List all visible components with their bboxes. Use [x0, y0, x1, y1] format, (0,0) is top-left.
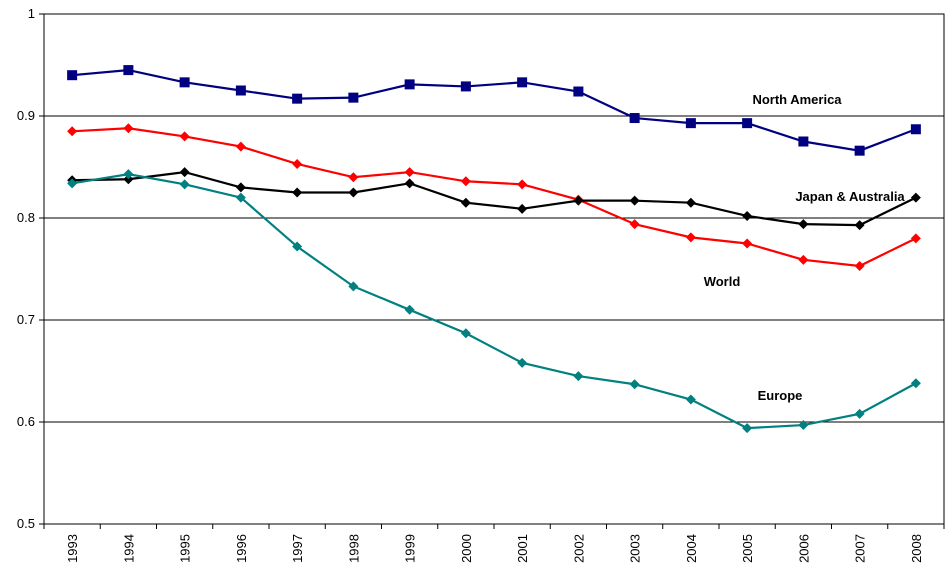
marker — [179, 77, 190, 88]
marker — [235, 141, 246, 152]
x-tick-label: 2007 — [853, 534, 868, 563]
marker — [348, 281, 359, 292]
marker — [798, 219, 809, 230]
marker — [460, 197, 471, 208]
marker — [629, 195, 640, 206]
marker — [348, 187, 359, 198]
series-line — [71, 173, 917, 430]
marker — [910, 378, 921, 389]
x-tick-label: 2008 — [909, 534, 924, 563]
series-line — [72, 170, 917, 227]
marker — [235, 182, 246, 193]
series-label: Europe — [758, 388, 803, 403]
marker — [404, 167, 415, 178]
marker — [179, 167, 190, 178]
marker — [629, 219, 640, 230]
x-tick-label: 1999 — [403, 534, 418, 563]
x-tick-label: 1997 — [290, 534, 305, 563]
series-line — [72, 127, 917, 268]
marker — [910, 233, 921, 244]
marker — [348, 172, 359, 183]
marker — [854, 408, 865, 419]
x-tick-label: 2000 — [459, 534, 474, 563]
marker — [685, 394, 696, 405]
x-tick-label: 2003 — [628, 534, 643, 563]
marker — [235, 85, 246, 96]
y-tick-label: 1 — [28, 6, 35, 21]
marker — [910, 124, 921, 135]
marker — [742, 238, 753, 249]
marker — [517, 357, 528, 368]
marker — [292, 241, 303, 252]
marker — [742, 118, 753, 129]
marker — [742, 210, 753, 221]
marker — [685, 232, 696, 243]
marker — [629, 113, 640, 124]
marker — [798, 420, 809, 431]
x-tick-label: 1995 — [178, 534, 193, 563]
marker — [629, 379, 640, 390]
marker — [67, 178, 78, 189]
y-tick-label: 0.9 — [17, 108, 35, 123]
series-line — [72, 68, 917, 152]
marker — [179, 131, 190, 142]
series-label: North America — [752, 92, 842, 107]
x-tick-label: 1993 — [65, 534, 80, 563]
marker — [404, 304, 415, 315]
series-label: World — [704, 274, 741, 289]
marker — [123, 174, 134, 185]
marker — [292, 93, 303, 104]
x-tick-label: 2001 — [515, 534, 530, 563]
marker — [235, 192, 246, 203]
marker — [123, 169, 134, 180]
y-tick-label: 0.6 — [17, 414, 35, 429]
marker — [67, 70, 78, 81]
marker — [179, 179, 190, 190]
marker — [460, 176, 471, 187]
marker — [348, 92, 359, 103]
marker — [854, 145, 865, 156]
marker — [404, 178, 415, 189]
x-tick-label: 1998 — [346, 534, 361, 563]
marker — [798, 254, 809, 265]
marker — [910, 192, 921, 203]
marker — [854, 260, 865, 271]
marker — [573, 195, 584, 206]
y-tick-label: 0.5 — [17, 516, 35, 531]
marker — [573, 86, 584, 97]
marker — [292, 158, 303, 169]
marker — [517, 77, 528, 88]
x-tick-label: 2004 — [684, 534, 699, 563]
marker — [517, 203, 528, 214]
y-tick-label: 0.8 — [17, 210, 35, 225]
x-tick-label: 1994 — [121, 534, 136, 563]
x-tick-label: 2005 — [740, 534, 755, 563]
marker — [123, 123, 134, 134]
y-tick-label: 0.7 — [17, 312, 35, 327]
x-tick-label: 2006 — [796, 534, 811, 563]
plot-border — [43, 13, 945, 525]
marker — [67, 126, 78, 137]
marker — [292, 187, 303, 198]
x-tick-label: 1996 — [234, 534, 249, 563]
marker — [685, 197, 696, 208]
marker — [798, 136, 809, 147]
marker — [460, 81, 471, 92]
marker — [573, 371, 584, 382]
marker — [854, 220, 865, 231]
marker — [460, 328, 471, 339]
marker — [517, 179, 528, 190]
marker — [123, 65, 134, 76]
x-tick-label: 2002 — [571, 534, 586, 563]
marker — [685, 118, 696, 129]
series-label: Japan & Australia — [795, 189, 905, 204]
marker — [742, 423, 753, 434]
marker — [404, 79, 415, 90]
